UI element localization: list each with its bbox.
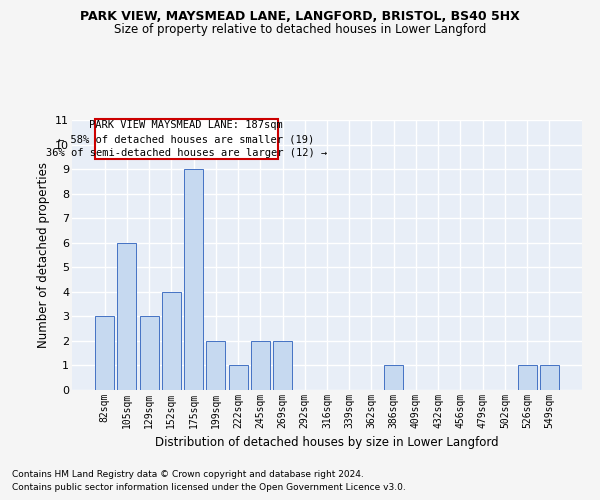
Bar — [95, 119, 278, 160]
Text: Contains public sector information licensed under the Open Government Licence v3: Contains public sector information licen… — [12, 484, 406, 492]
Bar — [229, 366, 248, 390]
Bar — [118, 242, 136, 390]
Bar — [251, 341, 270, 390]
X-axis label: Distribution of detached houses by size in Lower Langford: Distribution of detached houses by size … — [155, 436, 499, 450]
Bar — [384, 366, 403, 390]
Text: PARK VIEW, MAYSMEAD LANE, LANGFORD, BRISTOL, BS40 5HX: PARK VIEW, MAYSMEAD LANE, LANGFORD, BRIS… — [80, 10, 520, 23]
Bar — [206, 341, 225, 390]
Y-axis label: Number of detached properties: Number of detached properties — [37, 162, 50, 348]
Text: Contains HM Land Registry data © Crown copyright and database right 2024.: Contains HM Land Registry data © Crown c… — [12, 470, 364, 479]
Bar — [518, 366, 536, 390]
Text: PARK VIEW MAYSMEAD LANE: 187sqm
← 58% of detached houses are smaller (19)
36% of: PARK VIEW MAYSMEAD LANE: 187sqm ← 58% of… — [46, 120, 327, 158]
Bar — [273, 341, 292, 390]
Bar — [540, 366, 559, 390]
Bar — [184, 169, 203, 390]
Bar — [140, 316, 158, 390]
Bar — [95, 316, 114, 390]
Bar — [162, 292, 181, 390]
Text: Size of property relative to detached houses in Lower Langford: Size of property relative to detached ho… — [114, 22, 486, 36]
